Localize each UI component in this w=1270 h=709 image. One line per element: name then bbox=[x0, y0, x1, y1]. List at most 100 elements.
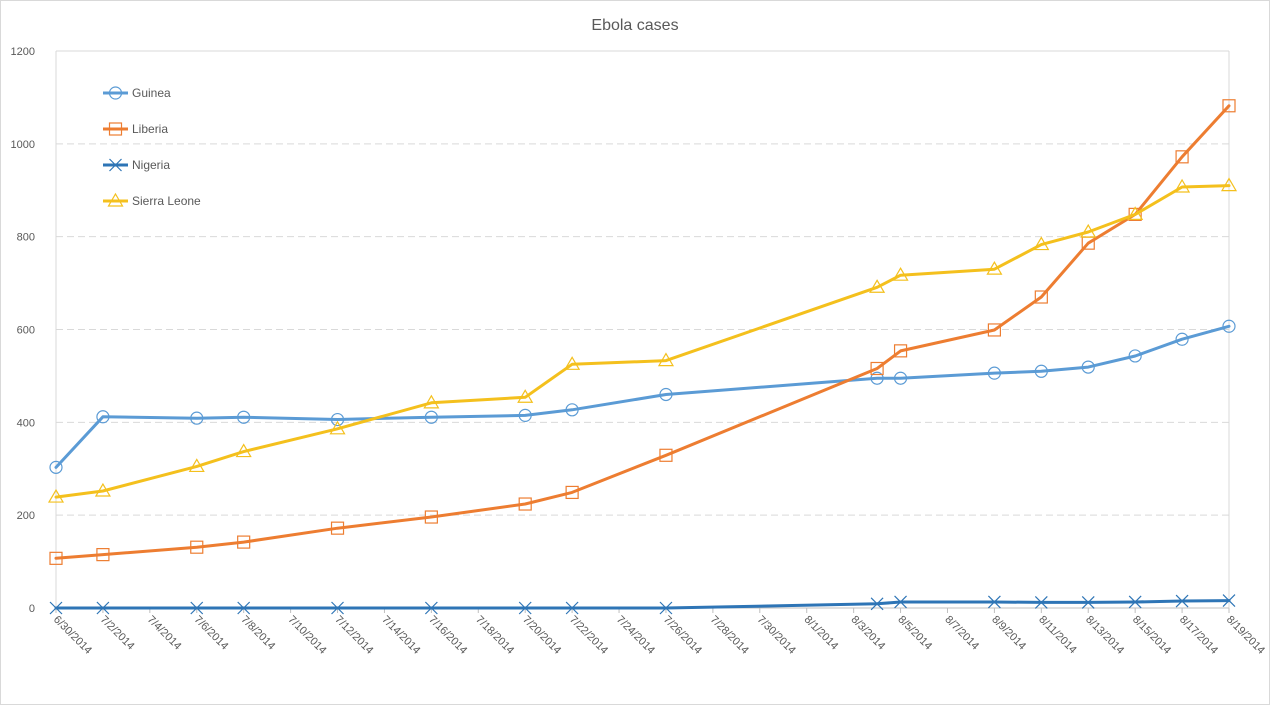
x-tick-label: 8/7/2014 bbox=[942, 614, 981, 653]
point-liberia bbox=[330, 521, 345, 535]
x-tick-label: 7/6/2014 bbox=[192, 614, 231, 653]
point-liberia bbox=[49, 551, 63, 565]
line-nigeria bbox=[54, 599, 1231, 610]
legend: Guinea Liberia Nigeria Sierra Leone bbox=[103, 86, 201, 208]
legend-marker-sierra-leone bbox=[107, 192, 124, 207]
point-sierra-leone bbox=[1033, 236, 1050, 251]
x-tick-label: 7/2/2014 bbox=[98, 614, 137, 653]
line-liberia bbox=[54, 104, 1231, 560]
legend-item-sierra-leone: Sierra Leone bbox=[103, 192, 201, 208]
point-nigeria bbox=[1034, 596, 1048, 609]
legend-label-sierra-leone: Sierra Leone bbox=[132, 194, 201, 208]
point-sierra-leone bbox=[1127, 206, 1144, 220]
point-nigeria bbox=[331, 601, 344, 615]
y-tick-label: 200 bbox=[17, 510, 35, 522]
point-guinea bbox=[518, 408, 532, 422]
point-nigeria bbox=[190, 601, 204, 615]
point-guinea bbox=[330, 412, 345, 427]
point-liberia bbox=[1034, 290, 1048, 304]
point-guinea bbox=[237, 410, 251, 424]
x-tick-label: 7/18/2014 bbox=[473, 614, 516, 657]
point-nigeria bbox=[518, 601, 532, 615]
point-liberia bbox=[870, 361, 884, 376]
x-tick-label: 8/13/2014 bbox=[1083, 614, 1126, 657]
point-liberia bbox=[565, 485, 579, 500]
point-liberia bbox=[659, 448, 673, 462]
point-sierra-leone bbox=[1174, 178, 1191, 193]
point-sierra-leone bbox=[235, 443, 252, 458]
legend-label-guinea: Guinea bbox=[132, 86, 171, 100]
point-guinea bbox=[565, 403, 579, 417]
x-tick-label: 8/11/2014 bbox=[1036, 614, 1079, 657]
series-group bbox=[47, 99, 1238, 615]
point-guinea bbox=[424, 410, 438, 424]
x-tick-label: 8/19/2014 bbox=[1224, 614, 1267, 657]
x-tick-label: 8/9/2014 bbox=[989, 614, 1028, 653]
point-guinea bbox=[1081, 360, 1095, 374]
point-nigeria bbox=[424, 601, 438, 615]
series-sierra-leone bbox=[47, 177, 1238, 503]
point-guinea bbox=[659, 387, 673, 402]
series-guinea bbox=[49, 319, 1236, 474]
point-guinea bbox=[870, 371, 884, 385]
x-tick-label: 8/3/2014 bbox=[849, 614, 888, 653]
x-tick-label: 7/24/2014 bbox=[614, 614, 657, 657]
x-tick-label: 7/22/2014 bbox=[567, 614, 610, 657]
point-nigeria bbox=[96, 601, 110, 615]
y-tick-label: 600 bbox=[17, 325, 35, 337]
x-tick-label: 7/30/2014 bbox=[755, 614, 798, 657]
x-tick-label: 7/16/2014 bbox=[426, 614, 469, 657]
series-liberia bbox=[49, 99, 1236, 565]
point-sierra-leone bbox=[657, 352, 675, 367]
point-nigeria bbox=[1175, 594, 1189, 608]
x-tick-label: 7/10/2014 bbox=[285, 614, 328, 657]
point-guinea bbox=[1034, 364, 1048, 378]
x-tick-label: 7/14/2014 bbox=[379, 614, 422, 657]
point-sierra-leone bbox=[892, 267, 909, 281]
x-tick-label: 7/26/2014 bbox=[661, 614, 704, 657]
point-nigeria bbox=[894, 595, 907, 609]
y-tick-label: 800 bbox=[17, 232, 35, 244]
point-sierra-leone bbox=[329, 420, 346, 435]
point-nigeria bbox=[987, 595, 1001, 609]
x-tick-label: 8/15/2014 bbox=[1130, 614, 1173, 657]
point-liberia bbox=[96, 548, 110, 562]
x-tick-label: 7/8/2014 bbox=[239, 614, 278, 653]
legend-marker-nigeria bbox=[109, 158, 122, 172]
y-tick-label: 1000 bbox=[11, 139, 35, 151]
point-sierra-leone bbox=[1220, 177, 1238, 192]
legend-marker-liberia bbox=[108, 122, 123, 136]
point-sierra-leone bbox=[869, 279, 886, 293]
point-nigeria bbox=[1081, 596, 1095, 609]
point-nigeria bbox=[1222, 594, 1236, 607]
point-sierra-leone bbox=[1080, 223, 1097, 238]
x-tick-label: 7/20/2014 bbox=[520, 614, 563, 657]
y-tick-label: 1200 bbox=[11, 46, 35, 58]
x-tick-label: 7/4/2014 bbox=[145, 614, 184, 653]
point-liberia bbox=[1175, 150, 1189, 164]
point-nigeria bbox=[1128, 595, 1142, 609]
point-liberia bbox=[424, 510, 438, 524]
point-guinea bbox=[987, 366, 1002, 380]
point-nigeria bbox=[870, 597, 884, 611]
point-sierra-leone bbox=[94, 482, 111, 497]
x-tick-label: 7/12/2014 bbox=[332, 614, 375, 657]
legend-item-guinea: Guinea bbox=[103, 86, 171, 100]
y-tick-label: 400 bbox=[17, 417, 35, 429]
x-axis: 6/30/2014 7/2/2014 7/4/2014 7/6/2014 7/8/201… bbox=[51, 608, 1267, 657]
gridlines bbox=[55, 50, 1230, 609]
legend-marker-guinea bbox=[108, 86, 123, 100]
y-axis: 0 200 400 600 800 1000 1200 bbox=[11, 46, 35, 615]
x-tick-label: 6/30/2014 bbox=[51, 614, 94, 657]
x-tick-label: 8/5/2014 bbox=[895, 614, 934, 653]
point-nigeria bbox=[49, 601, 63, 615]
point-sierra-leone bbox=[47, 488, 65, 503]
point-liberia bbox=[237, 535, 251, 549]
point-guinea bbox=[1175, 332, 1189, 346]
point-guinea bbox=[1128, 349, 1142, 363]
line-guinea bbox=[54, 324, 1231, 469]
x-tick-label: 8/17/2014 bbox=[1177, 614, 1220, 657]
y-tick-label: 0 bbox=[29, 603, 35, 615]
point-liberia bbox=[190, 540, 204, 554]
